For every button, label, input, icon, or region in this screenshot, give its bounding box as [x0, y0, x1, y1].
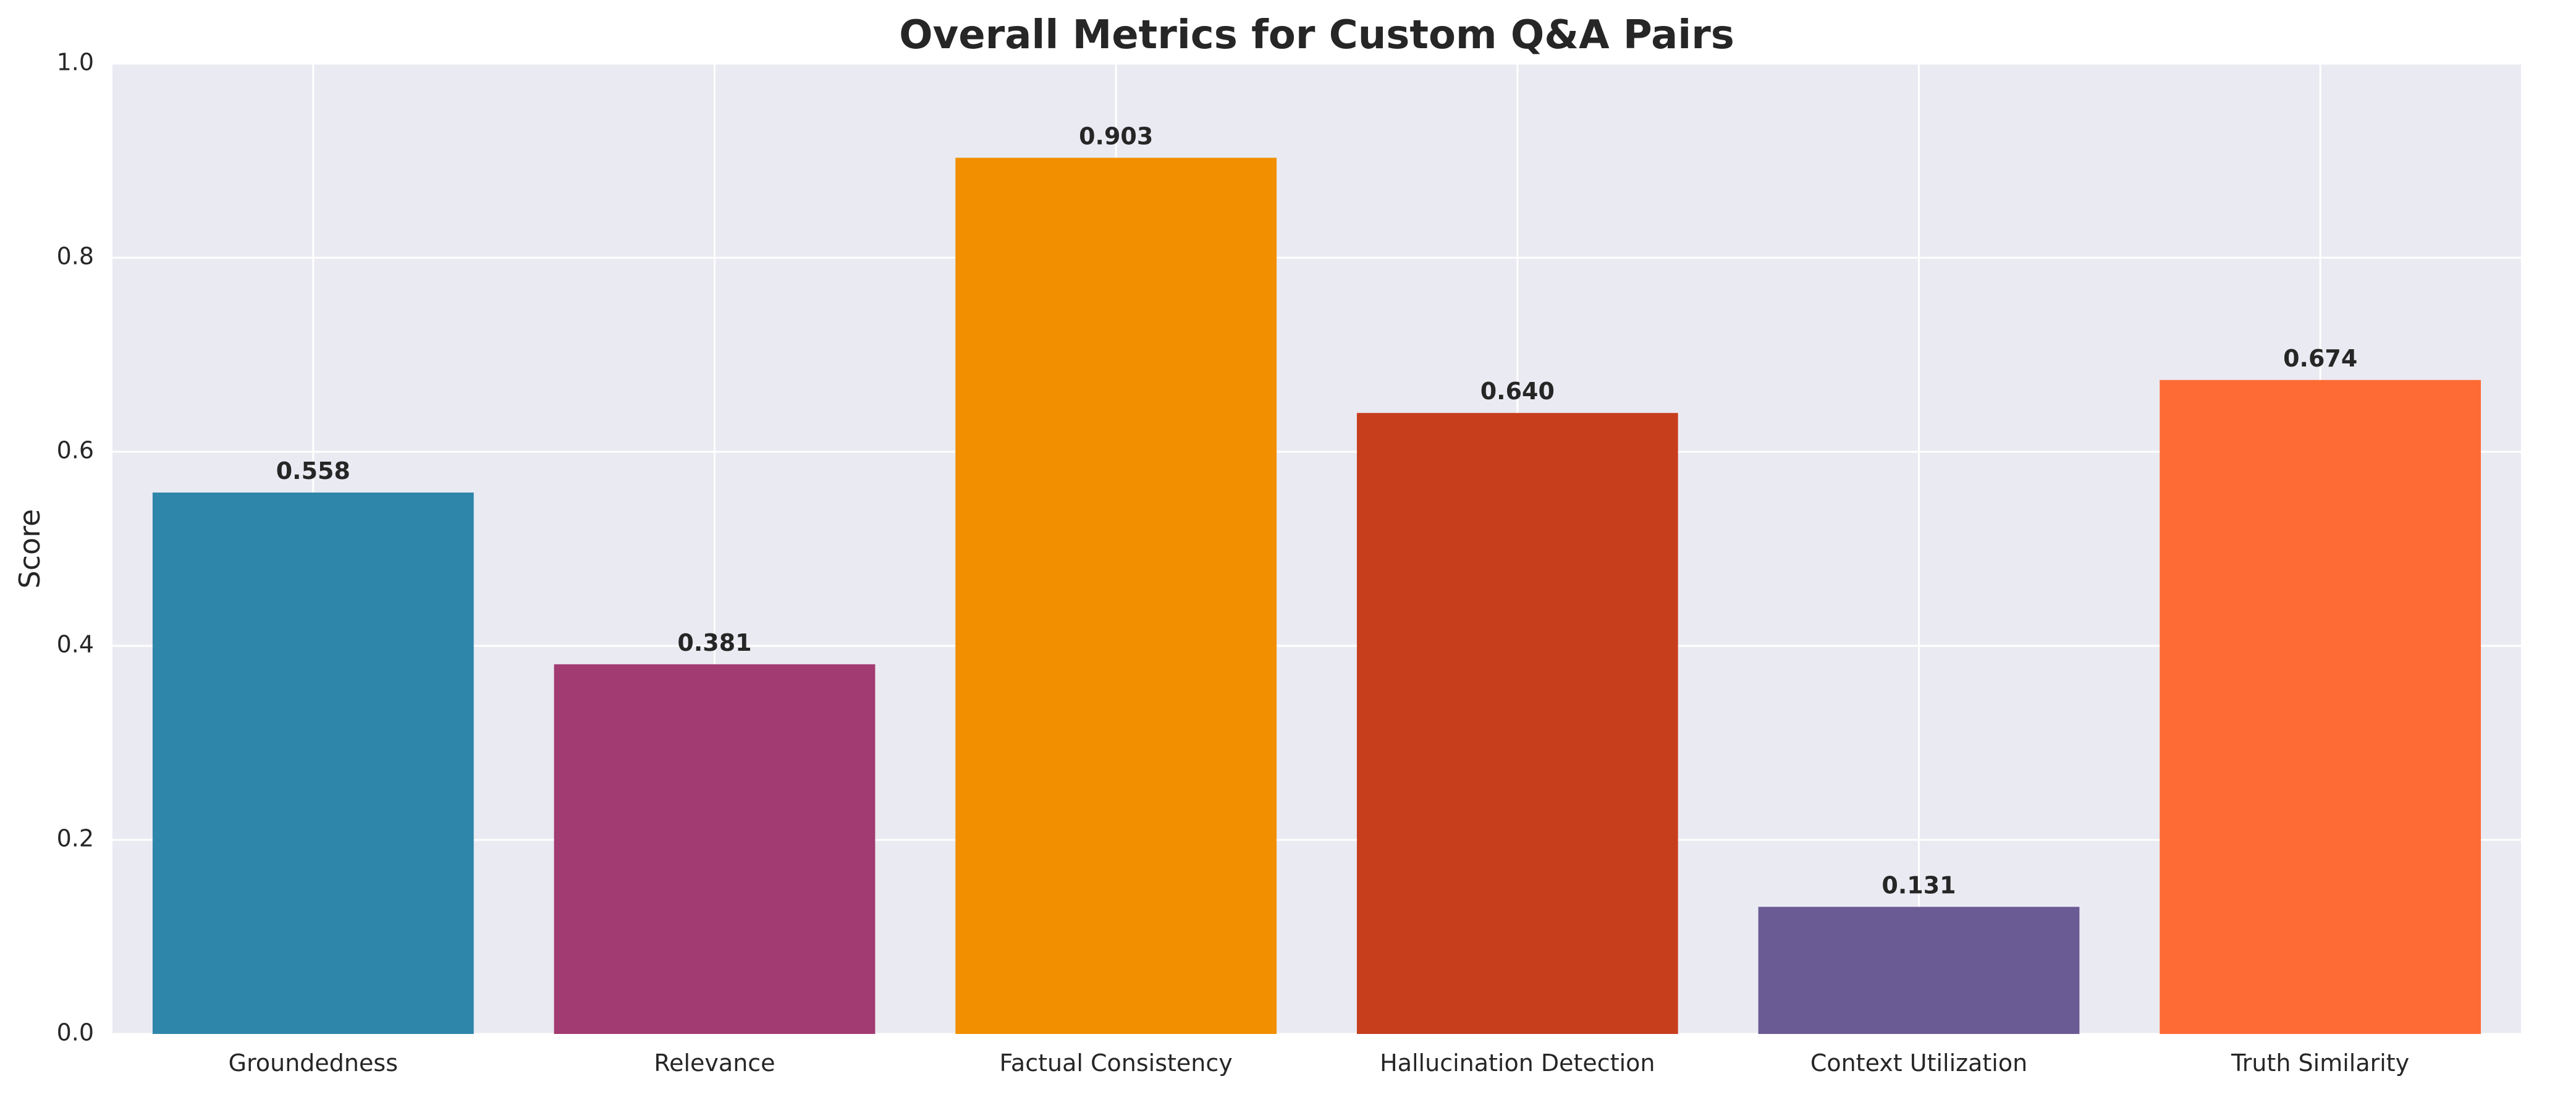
bar-value-label: 0.381 — [677, 629, 751, 656]
y-tick-label: 0.2 — [57, 825, 94, 852]
x-tick-label: Relevance — [654, 1049, 775, 1077]
bar — [152, 492, 474, 1034]
bar — [2160, 379, 2481, 1034]
x-tick-label: Groundedness — [229, 1049, 398, 1077]
y-axis-label: Score — [13, 509, 46, 589]
bar — [955, 158, 1277, 1034]
y-tick-label: 0.0 — [57, 1019, 94, 1046]
chart-title: Overall Metrics for Custom Q&A Pairs — [899, 12, 1734, 58]
bar — [1356, 413, 1678, 1034]
bar-value-label: 0.131 — [1881, 871, 1956, 899]
data-labels: 0.558 0.381 0.903 0.640 0.131 0.674 — [276, 122, 2358, 899]
bar-value-label: 0.674 — [2283, 345, 2357, 372]
y-tick-label: 1.0 — [57, 49, 94, 76]
bar-value-label: 0.558 — [276, 457, 350, 485]
bar-value-label: 0.903 — [1079, 122, 1153, 150]
y-tick-label: 0.6 — [57, 437, 94, 464]
y-tick-label: 0.8 — [57, 243, 94, 270]
bar-value-label: 0.640 — [1480, 378, 1555, 405]
x-axis-ticks: Groundedness Relevance Factual Consistency… — [229, 1049, 2410, 1077]
bar — [554, 664, 876, 1034]
plot-area — [112, 64, 2521, 1034]
bar — [1758, 907, 2080, 1034]
y-axis-ticks: 0.0 0.2 0.4 0.6 0.8 1.0 — [57, 49, 94, 1046]
x-tick-label: Factual Consistency — [1000, 1049, 1233, 1077]
x-tick-label: Truth Similarity — [2231, 1049, 2409, 1077]
y-tick-label: 0.4 — [57, 631, 94, 658]
x-tick-label: Hallucination Detection — [1380, 1049, 1655, 1077]
bars — [152, 158, 2481, 1034]
x-tick-label: Context Utilization — [1810, 1049, 2027, 1077]
